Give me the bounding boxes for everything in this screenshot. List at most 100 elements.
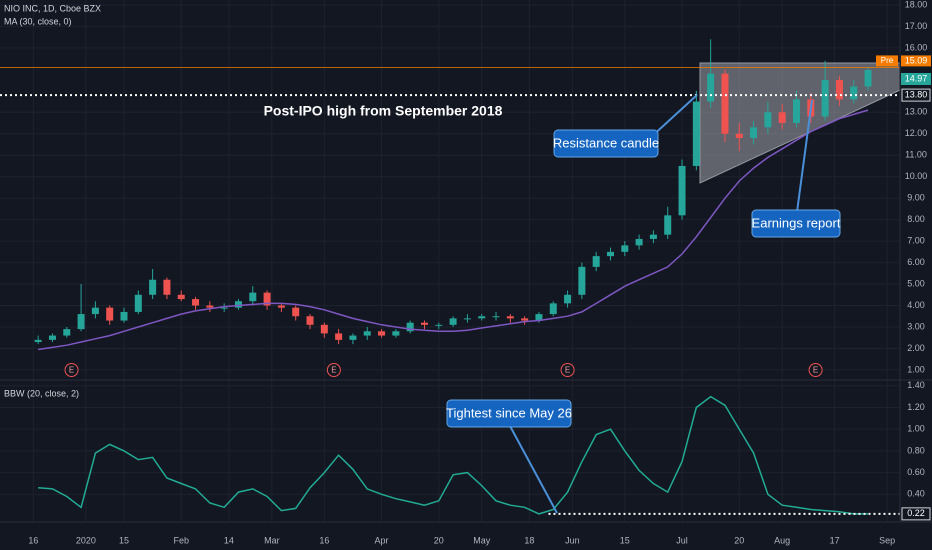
candle-body [492, 316, 500, 318]
earnings-label: E [331, 366, 336, 375]
earnings-marker [64, 363, 79, 377]
callout-pointer [649, 94, 698, 139]
chart-title: NIO INC, 1D, Cboe BZX [4, 3, 101, 13]
candle-body [378, 331, 386, 336]
y-tick-label: 7.00 [907, 235, 925, 245]
annotation: Tightest since May 26 [446, 405, 572, 420]
candle-body [349, 335, 357, 340]
candle-body [764, 112, 772, 128]
candle-body [449, 318, 457, 325]
callout-box [446, 399, 572, 428]
y-tick-label: 1.20 [907, 402, 925, 412]
level-label: 0.22 [907, 508, 925, 518]
candle-body [206, 305, 214, 308]
candle-body [320, 324, 328, 334]
x-tick-label: May [473, 535, 491, 545]
candle-body [77, 314, 85, 330]
premarket-tag-box [876, 55, 898, 67]
level-label: 13.80 [905, 89, 928, 99]
y-tick-label: 6.00 [907, 257, 925, 267]
x-tick-label: 14 [224, 535, 234, 545]
premarket-label-box [901, 55, 931, 67]
y-tick-label: 18.00 [905, 0, 928, 9]
candle-body [420, 322, 428, 325]
candle-body [535, 314, 543, 321]
x-tick-label: 2020 [76, 535, 96, 545]
x-tick-label: Jul [676, 535, 688, 545]
candle-body [149, 279, 157, 295]
candle-body [564, 294, 572, 304]
candle-body [692, 101, 700, 166]
y-tick-label: 1.00 [907, 424, 925, 434]
candle-body [664, 215, 672, 235]
candle-body [621, 245, 629, 252]
candle-body [249, 292, 257, 302]
earnings-label: E [69, 366, 74, 375]
candle-body [549, 303, 557, 315]
x-tick-label: Apr [375, 535, 389, 545]
y-tick-label: 13.00 [905, 107, 928, 117]
candle-body [478, 316, 486, 319]
x-tick-label: 15 [620, 535, 630, 545]
y-tick-label: 2.00 [907, 343, 925, 353]
candle-body [721, 73, 729, 134]
x-tick-label: Feb [173, 535, 189, 545]
candle-body [163, 279, 171, 295]
annotation: Post-IPO high from September 2018 [264, 103, 503, 119]
candle-body [592, 256, 600, 267]
x-tick-label: 18 [524, 535, 534, 545]
earnings-marker [560, 363, 575, 377]
last-price-box [901, 72, 931, 85]
callout-box [553, 129, 659, 158]
x-tick-label: Aug [774, 535, 790, 545]
candle-body [306, 316, 314, 325]
candle-body [649, 234, 657, 239]
candle-body [63, 329, 71, 336]
y-tick-label: 3.00 [907, 321, 925, 331]
candle-body [134, 294, 142, 312]
candle-body [120, 311, 128, 321]
annotation: Resistance candle [553, 135, 659, 150]
callout-box [751, 209, 841, 238]
candle-body [864, 69, 872, 87]
y-tick-label: 1.00 [907, 364, 925, 374]
candle-body [406, 322, 414, 332]
y-tick-label: 5.00 [907, 278, 925, 288]
earnings-marker [808, 363, 823, 377]
candle-body [392, 331, 400, 336]
annotation: Earnings report [752, 215, 841, 230]
axes: 16 2020 15 Feb 14 Mar 16 Apr 20 May 18 Jun 15 Jul 20 Au… [28, 0, 931, 545]
callout-pointer [796, 99, 813, 213]
candle-body [793, 99, 801, 124]
candle-body [778, 112, 786, 124]
x-tick-label: Mar [264, 535, 280, 545]
y-tick-label: 12.00 [905, 128, 928, 138]
candle-body [735, 133, 743, 139]
x-tick-label: 17 [830, 535, 840, 545]
candle-body [635, 238, 643, 246]
candle-body [48, 335, 56, 340]
premarket-tag: Pre [881, 56, 894, 65]
candle-body [277, 305, 285, 308]
candle-body [292, 307, 300, 317]
candle-body [521, 318, 529, 321]
y-tick-label: 17.00 [905, 21, 928, 31]
y-tick-label: 8.00 [907, 214, 925, 224]
y-tick-label: 9.00 [907, 193, 925, 203]
candle-body [435, 324, 443, 326]
candle-body [678, 165, 686, 216]
premarket-label: 15.09 [905, 55, 928, 65]
candle-body [263, 292, 271, 306]
candle-body [34, 339, 42, 342]
x-tick-label: 20 [434, 535, 444, 545]
candle-body [91, 307, 99, 315]
y-tick-label: 0.80 [907, 445, 925, 455]
candle-body [106, 307, 114, 321]
x-tick-label: 16 [319, 535, 329, 545]
y-tick-label: 0.40 [907, 489, 925, 499]
candle-body [821, 80, 829, 117]
